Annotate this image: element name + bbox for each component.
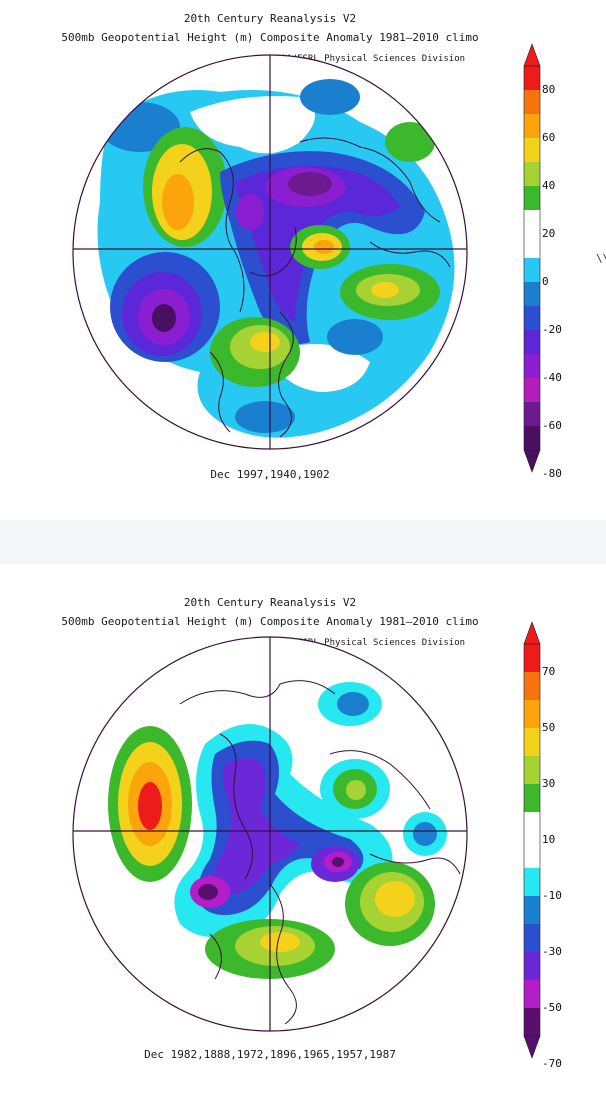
bottom-map-border [72, 636, 468, 1032]
top-caption: Dec 1997,1940,1902 [210, 468, 330, 481]
top-colorbar-swatch [524, 234, 540, 258]
bottom-colorbar-swatch [524, 896, 540, 924]
bottom-colorbar-label: -70 [542, 1057, 562, 1070]
top-colorbar-swatch [524, 402, 540, 426]
bottom-colorbar-label: -50 [542, 1001, 562, 1014]
top-colorbar-label: -40 [542, 371, 562, 384]
top-colorbar-swatch [524, 426, 540, 450]
bottom-colorbar-swatch [524, 812, 540, 840]
top-colorbar-swatch [524, 186, 540, 210]
top-title-line-1: 20th Century Reanalysis V2 [183, 12, 357, 25]
bottom-colorbar-swatch [524, 728, 540, 756]
bottom-colorbar-swatch [524, 784, 540, 812]
top-colorbar-top-arrow [523, 43, 541, 67]
top-colorbar-swatch [524, 330, 540, 354]
bottom-caption: Dec 1982,1888,1972,1896,1965,1957,1987 [144, 1048, 396, 1061]
top-colorbar-swatch [524, 90, 540, 114]
bottom-colorbar-label: -10 [542, 889, 562, 902]
top-colorbar-swatch [524, 258, 540, 282]
top-colorbar: 80 60 40 20 0 -20 -40 -60 -80 [522, 42, 582, 482]
top-coastlines [179, 137, 451, 438]
top-colorbar-swatch [524, 282, 540, 306]
bottom-polar-map [72, 636, 468, 1032]
top-colorbar-label: 40 [542, 179, 556, 192]
top-colorbar-label: 60 [542, 131, 556, 144]
top-colorbar-swatch [524, 114, 540, 138]
stray-mark: \\ [596, 252, 606, 265]
bottom-credit: NOAA/ESRL Physical Sciences Division [270, 638, 466, 648]
bottom-colorbar-label: 50 [542, 721, 556, 734]
top-colorbar-swatch [524, 210, 540, 234]
bottom-colorbar-label: 10 [542, 833, 556, 846]
bottom-title-line-1: 20th Century Reanalysis V2 [183, 596, 357, 609]
bottom-colorbar-swatch [524, 756, 540, 784]
top-colorbar-label: 0 [542, 275, 549, 288]
bottom-colorbar-swatch [524, 672, 540, 700]
top-colorbar-label: -20 [542, 323, 562, 336]
top-colorbar-label: 80 [542, 83, 556, 96]
bottom-colorbar-swatch [524, 952, 540, 980]
bottom-map-panel: 20th Century Reanalysis V2 500mb Geopote… [0, 584, 606, 1084]
bottom-colorbar-label: 70 [542, 665, 556, 678]
top-colorbar-label: -60 [542, 419, 562, 432]
bottom-colorbar-label: 30 [542, 777, 556, 790]
bottom-colorbar-swatch [524, 644, 540, 672]
bottom-title-line-2: 500mb Geopotential Height (m) Composite … [61, 615, 479, 628]
bottom-colorbar-swatch [524, 980, 540, 1008]
bottom-colorbar: 70 50 30 10 -10 -30 -50 -70 [522, 620, 582, 1070]
top-credit: NOAA/ESRL Physical Sciences Division [270, 54, 466, 64]
bottom-colorbar-top-arrow [523, 621, 541, 645]
top-anomaly-green-northeast [385, 122, 435, 162]
top-title-line-2: 500mb Geopotential Height (m) Composite … [61, 31, 479, 44]
top-colorbar-swatch [524, 354, 540, 378]
top-map-border [72, 54, 468, 450]
top-colorbar-swatch [524, 306, 540, 330]
bottom-colorbar-label: -30 [542, 945, 562, 958]
top-colorbar-swatch [524, 162, 540, 186]
top-anomaly-blue-south [235, 401, 295, 433]
bottom-colorbar-bottom-arrow [523, 1035, 541, 1059]
bottom-colorbar-gradient [523, 621, 541, 1059]
bottom-colorbar-swatch [524, 700, 540, 728]
bottom-coastlines [179, 680, 461, 1025]
top-colorbar-swatch [524, 138, 540, 162]
bottom-colorbar-swatch [524, 1008, 540, 1036]
top-colorbar-swatch [524, 66, 540, 90]
top-colorbar-label: 20 [542, 227, 556, 240]
top-colorbar-bottom-arrow [523, 449, 541, 473]
top-colorbar-gradient [523, 43, 541, 473]
top-colorbar-swatch [524, 378, 540, 402]
bottom-colorbar-swatch [524, 924, 540, 952]
bottom-colorbar-swatch [524, 868, 540, 896]
panel-separator [0, 520, 606, 564]
bottom-colorbar-swatch [524, 840, 540, 868]
top-polar-map [72, 54, 468, 450]
top-colorbar-label: -80 [542, 467, 562, 480]
top-map-panel: 20th Century Reanalysis V2 500mb Geopote… [0, 0, 606, 500]
